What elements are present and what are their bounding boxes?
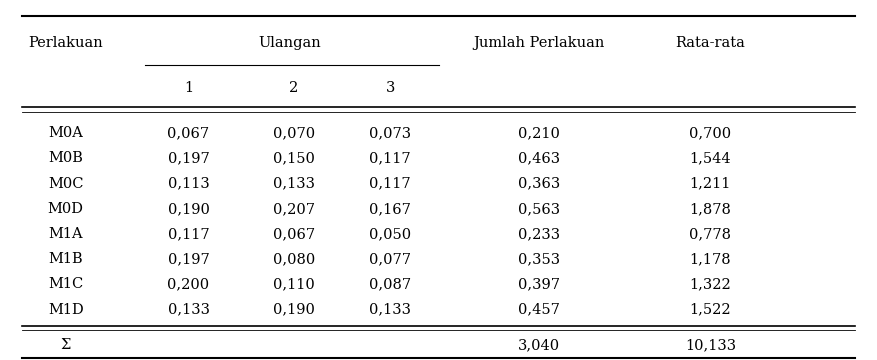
- Text: 0,110: 0,110: [273, 278, 315, 291]
- Text: M0A: M0A: [48, 126, 83, 140]
- Text: 0,397: 0,397: [518, 278, 560, 291]
- Text: 0,190: 0,190: [168, 202, 210, 216]
- Text: 0,080: 0,080: [273, 252, 315, 266]
- Text: 0,233: 0,233: [518, 227, 560, 241]
- Text: 0,363: 0,363: [518, 177, 560, 190]
- Text: 1,522: 1,522: [689, 303, 731, 316]
- Text: M0C: M0C: [48, 177, 83, 190]
- Text: M0B: M0B: [48, 152, 83, 165]
- Text: 0,087: 0,087: [369, 278, 411, 291]
- Text: Rata-rata: Rata-rata: [675, 36, 745, 50]
- Text: Perlakuan: Perlakuan: [28, 36, 103, 50]
- Text: 0,067: 0,067: [168, 126, 210, 140]
- Text: 1,322: 1,322: [689, 278, 731, 291]
- Text: M1B: M1B: [48, 252, 83, 266]
- Text: 0,133: 0,133: [369, 303, 411, 316]
- Text: 1,544: 1,544: [689, 152, 731, 165]
- Text: 0,463: 0,463: [518, 152, 560, 165]
- Text: 0,197: 0,197: [168, 252, 210, 266]
- Text: M1C: M1C: [48, 278, 83, 291]
- Text: 3,040: 3,040: [518, 338, 560, 352]
- Text: Jumlah Perlakuan: Jumlah Perlakuan: [474, 36, 605, 50]
- Text: 10,133: 10,133: [685, 338, 736, 352]
- Text: 0,117: 0,117: [369, 177, 411, 190]
- Text: 0,117: 0,117: [168, 227, 210, 241]
- Text: 0,190: 0,190: [273, 303, 315, 316]
- Text: 0,150: 0,150: [273, 152, 315, 165]
- Text: 0,197: 0,197: [168, 152, 210, 165]
- Text: M0D: M0D: [47, 202, 84, 216]
- Text: 0,070: 0,070: [273, 126, 315, 140]
- Text: 0,113: 0,113: [168, 177, 210, 190]
- Text: 0,353: 0,353: [518, 252, 560, 266]
- Text: 1,211: 1,211: [689, 177, 731, 190]
- Text: 0,077: 0,077: [369, 252, 411, 266]
- Text: 0,210: 0,210: [518, 126, 560, 140]
- Text: 0,700: 0,700: [689, 126, 731, 140]
- Text: 0,133: 0,133: [273, 177, 315, 190]
- Text: 0,200: 0,200: [168, 278, 210, 291]
- Text: Σ: Σ: [61, 338, 71, 352]
- Text: 1: 1: [184, 81, 193, 95]
- Text: 1,178: 1,178: [689, 252, 731, 266]
- Text: 2: 2: [289, 81, 298, 95]
- Text: 0,563: 0,563: [518, 202, 560, 216]
- Text: Ulangan: Ulangan: [258, 36, 321, 50]
- Text: 0,133: 0,133: [168, 303, 210, 316]
- Text: M1A: M1A: [48, 227, 83, 241]
- Text: 1,878: 1,878: [689, 202, 731, 216]
- Text: 0,067: 0,067: [273, 227, 315, 241]
- Text: 0,207: 0,207: [273, 202, 315, 216]
- Text: 3: 3: [386, 81, 395, 95]
- Text: 0,167: 0,167: [369, 202, 411, 216]
- Text: M1D: M1D: [48, 303, 83, 316]
- Text: 0,073: 0,073: [369, 126, 411, 140]
- Text: 0,117: 0,117: [369, 152, 411, 165]
- Text: 0,050: 0,050: [369, 227, 411, 241]
- Text: 0,778: 0,778: [689, 227, 731, 241]
- Text: 0,457: 0,457: [518, 303, 560, 316]
